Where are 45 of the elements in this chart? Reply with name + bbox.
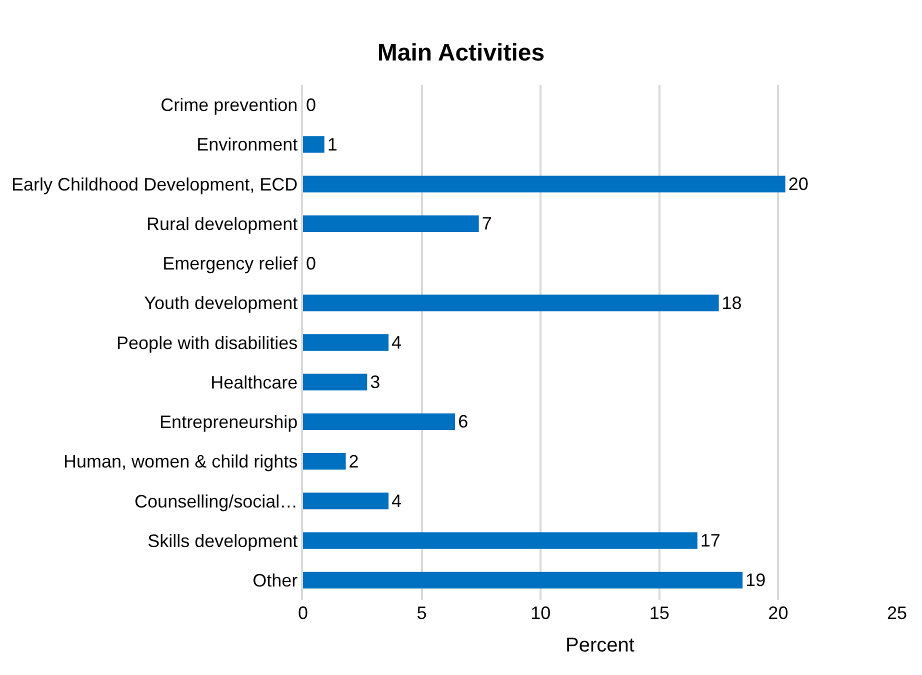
bar xyxy=(303,176,786,192)
bar xyxy=(303,136,324,153)
y-tick-label: Skills development xyxy=(148,530,298,551)
y-tick-label: Early Childhood Development, ECD xyxy=(12,174,298,194)
data-label: 18 xyxy=(722,292,742,313)
data-label: 17 xyxy=(700,530,720,551)
bar xyxy=(303,532,698,549)
y-tick-label: Other xyxy=(252,570,298,590)
data-label: 19 xyxy=(746,570,766,590)
x-tick-label: 20 xyxy=(768,603,788,623)
bar xyxy=(303,572,743,589)
data-label: 4 xyxy=(392,490,402,511)
x-tick-label: 0 xyxy=(298,603,308,623)
x-tick-label: 10 xyxy=(530,603,551,623)
x-axis-title: Percent xyxy=(566,634,635,656)
bar xyxy=(303,413,456,430)
x-tick-label: 5 xyxy=(416,603,427,623)
y-tick-label: Emergency relief xyxy=(162,254,299,274)
y-tick-label: Counselling/social… xyxy=(134,491,298,512)
bar xyxy=(303,215,479,232)
data-label: 0 xyxy=(306,94,316,115)
data-label: 7 xyxy=(482,214,492,234)
y-tick-label: Environment xyxy=(196,134,298,155)
x-tick-label: 15 xyxy=(649,603,670,623)
chart-title: Main Activities xyxy=(377,40,545,67)
y-tick-label: Crime prevention xyxy=(160,95,298,116)
y-tick-label: Human, women & child rights xyxy=(64,452,298,472)
bar xyxy=(303,453,346,470)
data-label: 0 xyxy=(306,253,316,274)
y-tick-label: Youth development xyxy=(144,293,298,314)
y-tick-label: Healthcare xyxy=(210,372,298,392)
data-label: 20 xyxy=(788,174,808,194)
data-label: 4 xyxy=(392,332,402,352)
bar xyxy=(303,294,719,312)
bar xyxy=(303,334,389,351)
data-label: 1 xyxy=(327,134,338,154)
y-tick-label: Rural development xyxy=(146,214,298,234)
y-tick-label: Entrepreneurship xyxy=(160,412,298,432)
x-tick-label: 25 xyxy=(886,603,908,623)
bar xyxy=(303,374,368,390)
y-tick-label: People with disabilities xyxy=(116,332,298,353)
data-label: 6 xyxy=(458,412,468,432)
data-label: 3 xyxy=(370,372,380,392)
data-label: 2 xyxy=(348,451,359,472)
bar xyxy=(303,492,389,510)
